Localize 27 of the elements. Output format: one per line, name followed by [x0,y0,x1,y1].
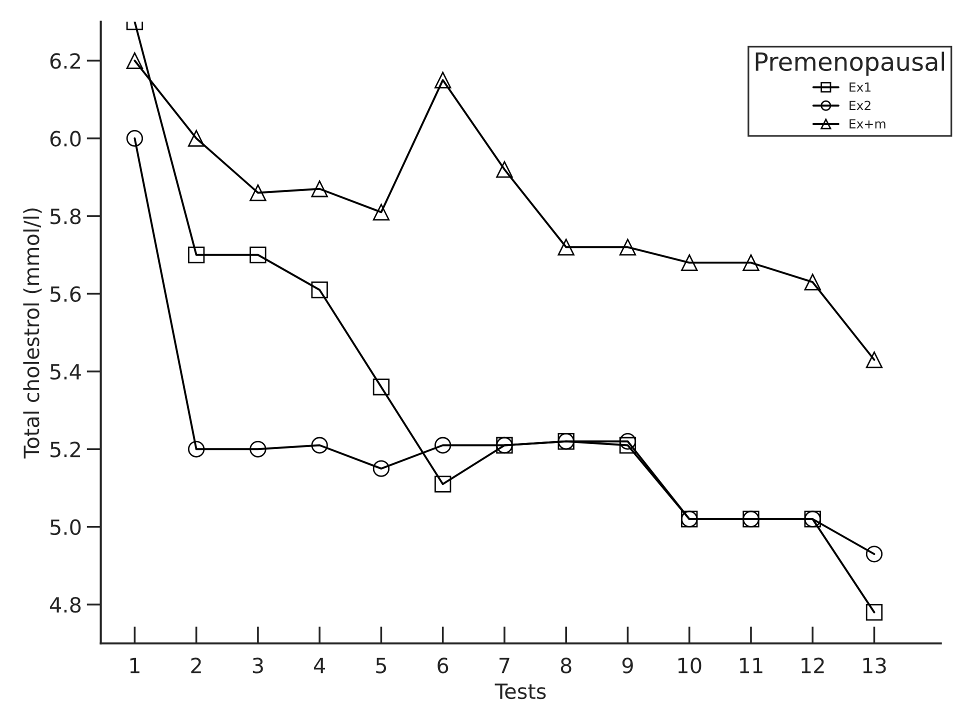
legend-title: Premenopausal [756,52,944,76]
x-tick-label: 9 [622,658,633,674]
y-tick-label: 5.6 [50,286,81,302]
y-tick-label: 5.4 [50,364,81,380]
legend-label: Ex+m [850,119,886,128]
y-tick-label: 6.0 [50,130,81,147]
x-tick-label: 1 [130,658,140,674]
x-tick-label: 4 [314,658,326,674]
y-tick-label: 6.2 [50,53,80,69]
legend-label: Ex2 [850,100,870,110]
legend-label: Ex1 [850,82,871,92]
x-tick-label: 10 [678,658,702,674]
y-tick-label: 5.0 [50,519,81,536]
y-tick-label: 5.8 [50,208,81,224]
y-axis-title: Total cholestrol (mmol/l) [23,208,42,459]
x-tick-label: 5 [376,658,386,674]
x-tick-label: 11 [740,658,762,674]
x-tick-label: 12 [802,658,824,674]
x-tick-label: 13 [863,658,886,674]
x-tick-label: 2 [191,658,201,674]
x-tick-label: 7 [500,658,510,674]
y-tick-label: 4.8 [50,597,81,613]
x-tick-label: 8 [560,658,572,674]
x-tick-label: 6 [438,658,448,674]
x-tick-label: 3 [252,658,263,674]
x-axis-title: Tests [494,684,546,700]
y-tick-label: 5.2 [50,442,80,458]
